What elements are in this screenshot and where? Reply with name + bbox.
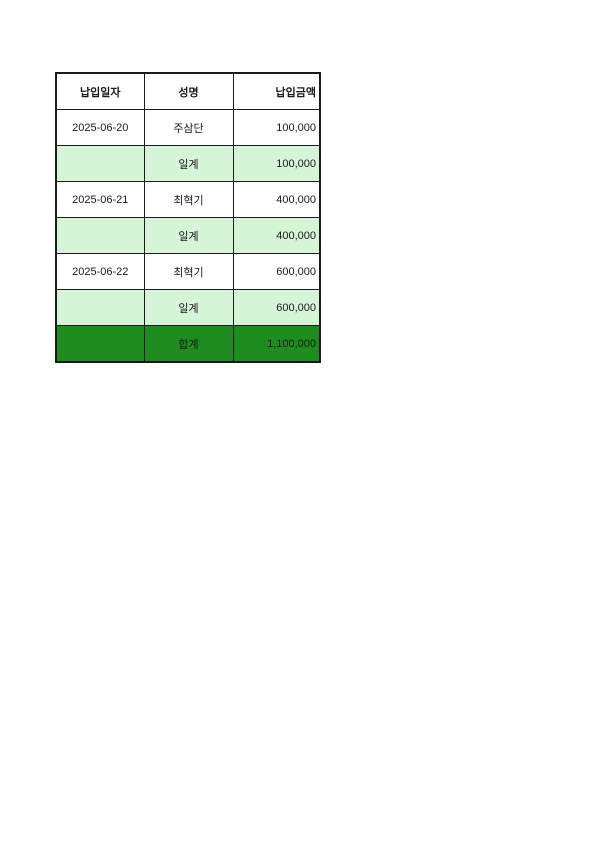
cell-name: 합계 bbox=[143, 325, 234, 363]
cell-amount: 400,000 bbox=[232, 217, 321, 254]
cell-amount: 100,000 bbox=[232, 145, 321, 182]
table-header-row: 납입일자 성명 납입금액 bbox=[55, 72, 321, 110]
cell-name: 일계 bbox=[143, 289, 234, 326]
table-header: 납입일자 성명 납입금액 bbox=[55, 72, 321, 110]
cell-date: 2025-06-21 bbox=[55, 181, 145, 218]
column-header-name: 성명 bbox=[143, 72, 234, 110]
table-row-subtotal: 일계 600,000 bbox=[55, 289, 321, 326]
column-header-payment-amount: 납입금액 bbox=[232, 72, 321, 110]
table-row-total: 합계 1,100,000 bbox=[55, 325, 321, 363]
cell-name: 주삼단 bbox=[143, 109, 234, 146]
cell-name: 일계 bbox=[143, 145, 234, 182]
cell-name: 최혁기 bbox=[143, 181, 234, 218]
cell-name: 일계 bbox=[143, 217, 234, 254]
cell-date bbox=[55, 289, 145, 326]
cell-amount: 1,100,000 bbox=[232, 325, 321, 363]
table-body: 2025-06-20 주삼단 100,000 일계 100,000 2025-06-21 최… bbox=[55, 109, 321, 363]
cell-date bbox=[55, 217, 145, 254]
cell-date bbox=[55, 145, 145, 182]
cell-amount: 600,000 bbox=[232, 253, 321, 290]
column-header-payment-date: 납입일자 bbox=[55, 72, 145, 110]
cell-amount: 600,000 bbox=[232, 289, 321, 326]
cell-date bbox=[55, 325, 145, 363]
cell-name: 최혁기 bbox=[143, 253, 234, 290]
cell-amount: 400,000 bbox=[232, 181, 321, 218]
cell-date: 2025-06-22 bbox=[55, 253, 145, 290]
table-row-subtotal: 일계 400,000 bbox=[55, 217, 321, 254]
table-row-data: 2025-06-22 최혁기 600,000 bbox=[55, 253, 321, 290]
table-row-data: 2025-06-21 최혁기 400,000 bbox=[55, 181, 321, 218]
cell-amount: 100,000 bbox=[232, 109, 321, 146]
cell-date: 2025-06-20 bbox=[55, 109, 145, 146]
table-row-data: 2025-06-20 주삼단 100,000 bbox=[55, 109, 321, 146]
payment-report-table: 납입일자 성명 납입금액 2025-06-20 주삼단 100,000 일계 100,0… bbox=[55, 72, 321, 363]
table-row-subtotal: 일계 100,000 bbox=[55, 145, 321, 182]
